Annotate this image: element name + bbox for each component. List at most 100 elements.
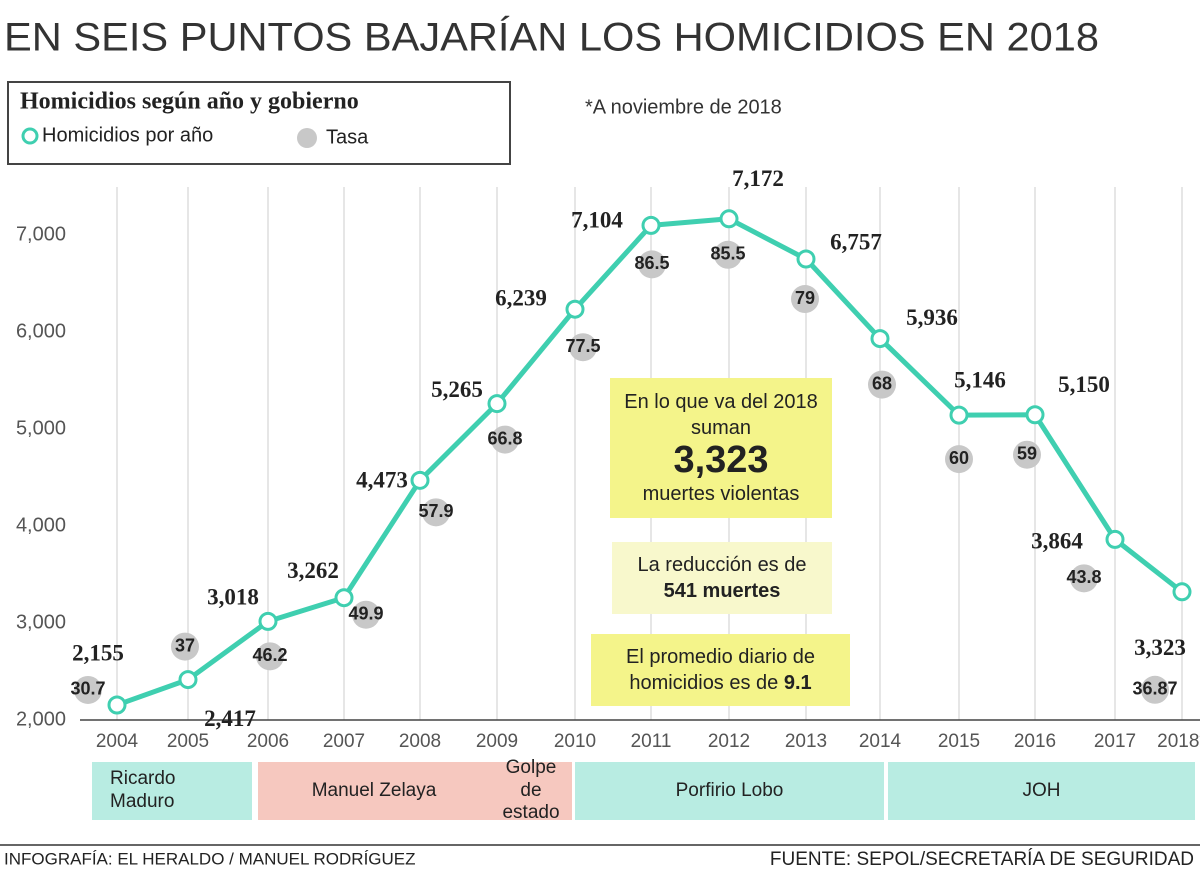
legend-label: Tasa [326,126,369,148]
tasa-marker [868,370,896,399]
tasa-marker [171,632,199,661]
value-label: 3,262 [287,558,339,583]
value-label: 2,155 [72,640,124,665]
legend-label: Homicidios por año [42,124,213,146]
x-tick-label: 2012 [708,731,750,752]
x-tick-label: 2009 [476,731,518,752]
legend-marker [21,127,39,145]
x-tick-label: 2015 [938,731,980,752]
x-tick-label: 2004 [96,731,139,752]
tasa-marker [638,250,666,279]
tasa-marker [422,498,450,527]
callout-text: La reducción es de [637,554,807,576]
point [258,611,278,631]
tasa-marker [791,285,819,314]
y-tick-label: 7,000 [16,224,66,246]
tasa-label: 66.8 [487,428,522,448]
subtitle: Homicidios según año y gobierno [20,89,359,115]
point [870,329,890,349]
callout-emphasis: 3,323 [673,439,769,482]
value-label: 5,146 [954,367,1006,392]
y-tick-label: 6,000 [16,321,66,343]
callout-text: El promedio diario de homicidios es de [626,646,815,694]
callout-line: El promedio diario de homicidios es de 9… [601,644,840,696]
x-tick-label: 2014 [859,731,902,752]
x-tick-label: 2018* [1157,731,1200,752]
government: Golpe de estado [490,757,572,823]
tasa-marker [1013,440,1041,469]
x-tick-label: 2008 [399,731,441,752]
point [565,299,585,319]
tasa-label: 57.9 [418,501,453,521]
value-label: 5,265 [431,377,483,402]
callout-emphasis: 541 muertes [663,580,781,602]
callout: La reducción es de 541 muertes [612,542,832,614]
value-label: 6,757 [830,229,882,254]
government: Porfirio Lobo [575,762,884,820]
tasa-marker [945,445,973,474]
value-label: 3,864 [1031,529,1083,554]
source: FUENTE: SEPOL/SECRETARÍA DE SEGURIDAD [770,849,1194,870]
callout-note: muertes violentas [642,482,800,505]
y-tick-label: 2,000 [16,708,66,730]
point [641,215,661,235]
callout: El promedio diario de homicidios es de 9… [591,634,850,706]
tasa-label: 46.2 [252,645,287,665]
tasa-label: 85.5 [710,244,745,264]
tasa-marker [1141,675,1169,704]
x-tick-label: 2006 [247,731,289,752]
tasa-marker [74,675,102,704]
tasa-marker [569,333,597,362]
point [1025,405,1045,425]
value-label: 3,018 [207,585,259,610]
tasa-label: 43.8 [1066,567,1101,587]
point [107,695,127,715]
tasa-label: 36.87 [1132,679,1177,699]
value-label: 5,150 [1058,372,1110,397]
callout-emphasis: 9.1 [783,672,812,694]
point [334,588,354,608]
tasa-label: 37 [175,635,195,655]
point [178,670,198,690]
government: Ricardo Maduro [92,762,252,820]
x-tick-label: 2016 [1014,731,1056,752]
x-tick-label: 2005 [167,731,209,752]
legend-box [7,81,511,165]
point [410,470,430,490]
tasa-marker [256,642,284,671]
tasa-marker [1070,564,1098,593]
tasa-marker [352,600,380,629]
tasa-label: 60 [949,448,969,468]
x-tick-label: 2007 [323,731,365,752]
x-tick-label: 2010 [554,731,596,752]
government: JOH [888,762,1195,820]
tasa-marker [491,425,519,454]
tasa-label: 49.9 [348,603,383,623]
chart-title: EN SEIS PUNTOS BAJARÍAN LOS HOMICIDIOS E… [4,15,1099,60]
point [796,249,816,269]
tasa-label: 79 [795,288,815,308]
credit: INFOGRAFÍA: EL HERALDO / MANUEL RODRÍGUE… [4,849,416,868]
note: *A noviembre de 2018 [585,96,782,118]
callout-text: En lo que va del 2018 suman [624,391,818,440]
tasa-marker [714,240,742,269]
point [1172,582,1192,602]
point [1105,529,1125,549]
tasa-label: 30.7 [70,679,105,699]
tasa-label: 77.5 [565,336,600,356]
value-label: 4,473 [356,468,408,493]
value-label: 5,936 [906,305,958,330]
point [487,394,507,414]
tasa-label: 68 [872,373,892,393]
value-label: 2,417 [204,706,256,731]
tasa-label: 59 [1017,443,1037,463]
x-tick-label: 2017 [1094,731,1136,752]
callout: En lo que va del 2018 suman 3,323 muertes … [610,378,832,518]
y-tick-label: 4,000 [16,514,66,536]
x-tick-label: 2011 [631,731,672,752]
value-label: 6,239 [495,285,547,310]
point [719,209,739,229]
government: Manuel Zelaya [258,762,490,820]
